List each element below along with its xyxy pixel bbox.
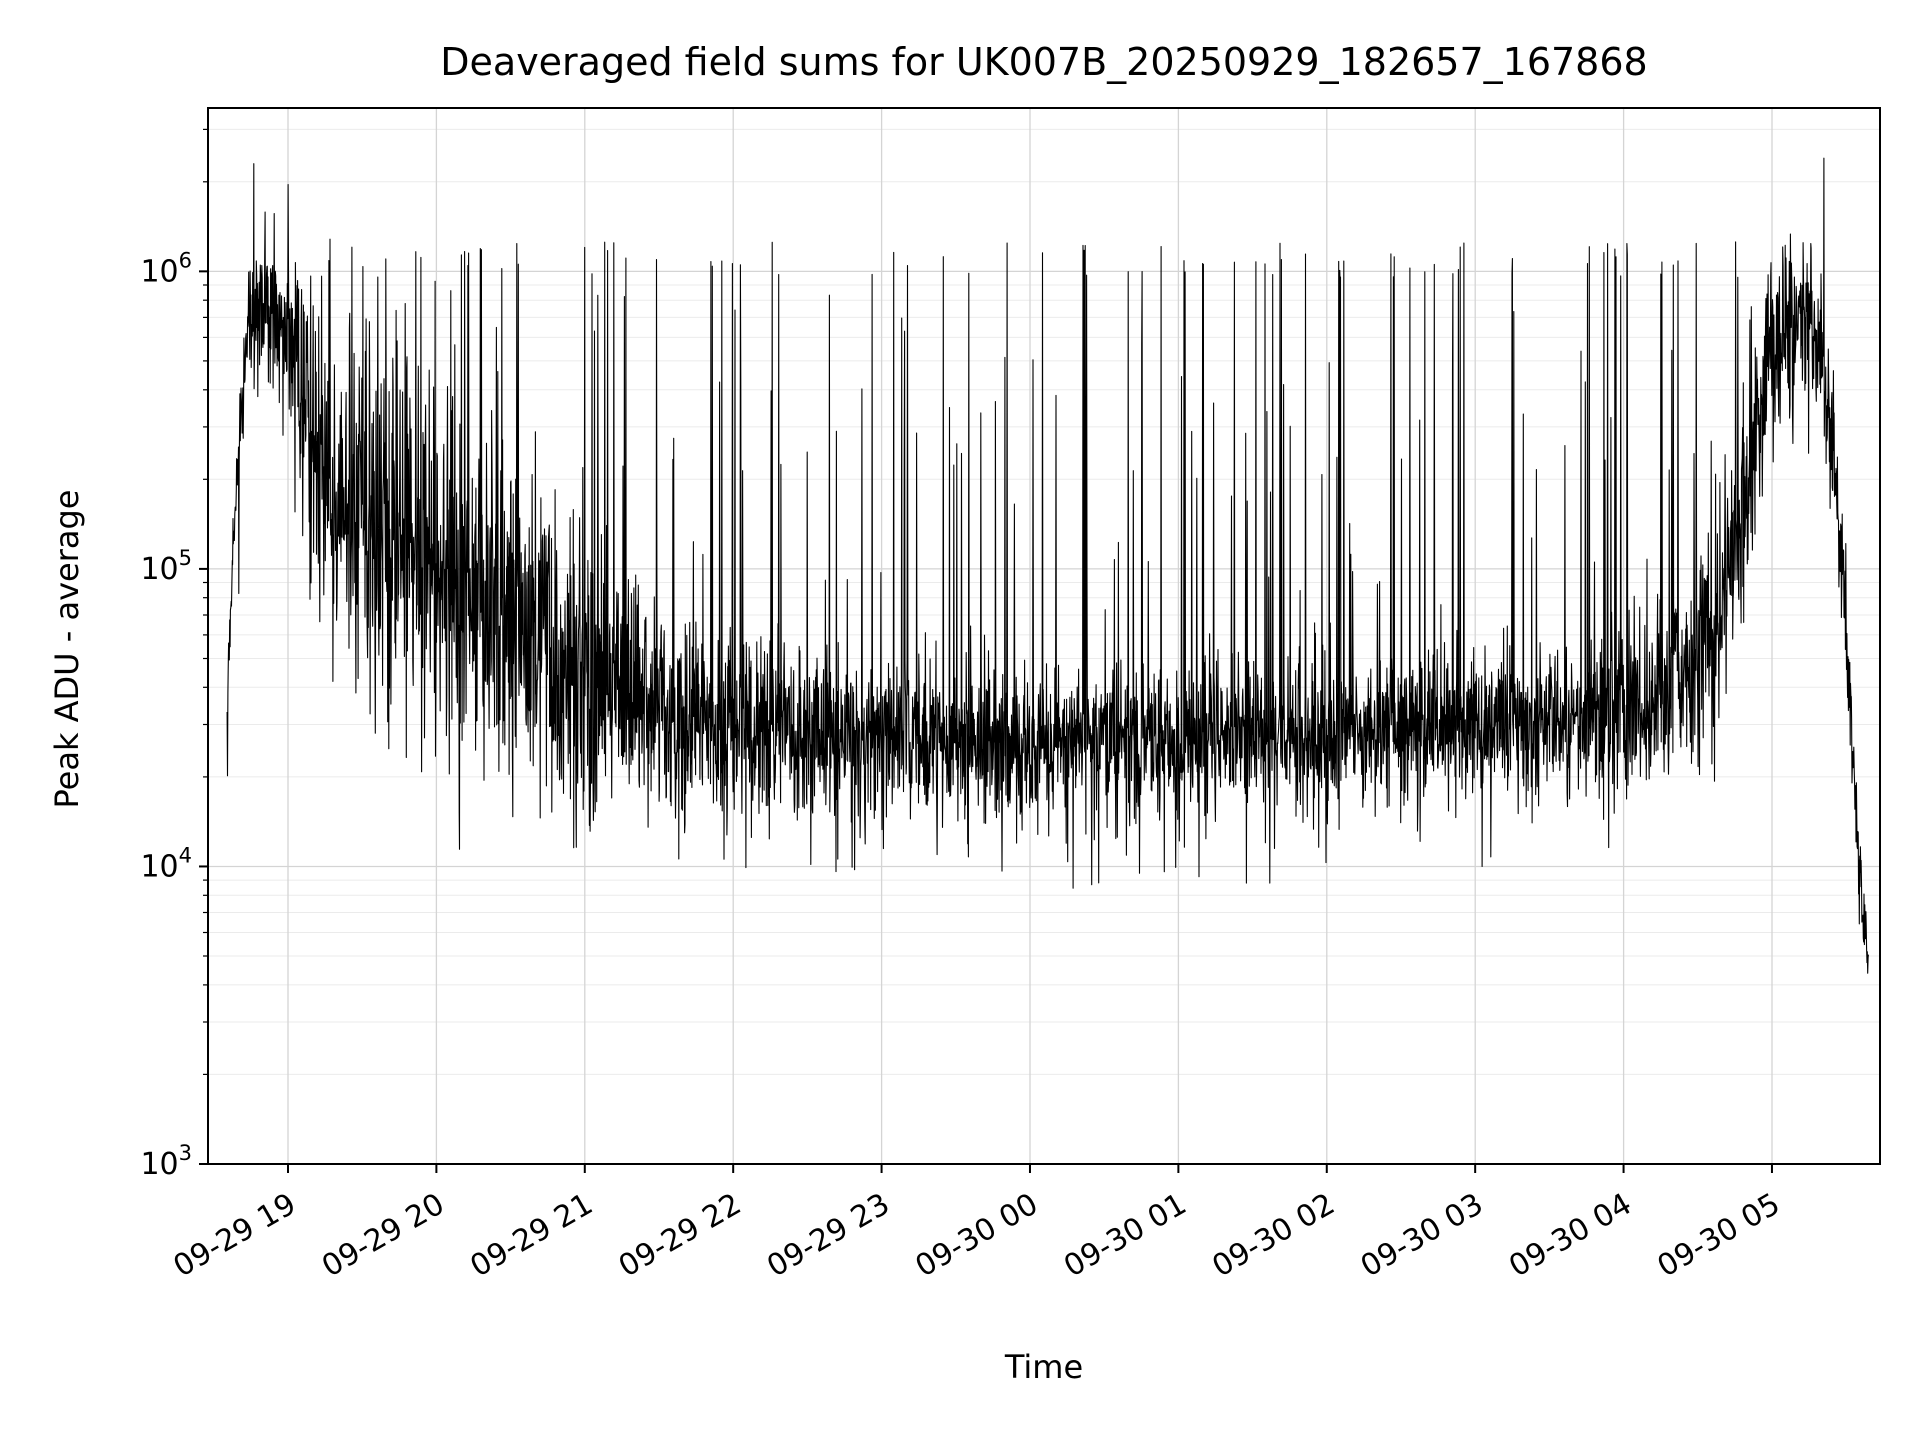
axes-frame <box>207 107 1881 1165</box>
x-tick-label: 09-29 23 <box>761 1187 895 1285</box>
x-tick-label: 09-30 02 <box>1206 1187 1340 1285</box>
x-tick-label: 09-30 04 <box>1503 1187 1637 1285</box>
data-line <box>226 157 1869 974</box>
x-tick-label: 09-29 19 <box>168 1187 302 1285</box>
y-tick-label: 106 <box>140 248 192 289</box>
x-tick-label: 09-30 01 <box>1058 1187 1192 1285</box>
y-tick-label: 103 <box>140 1141 192 1182</box>
x-tick-label: 09-29 21 <box>464 1187 598 1285</box>
y-tick-label: 105 <box>140 546 192 587</box>
x-tick-label: 09-30 03 <box>1355 1187 1489 1285</box>
x-tick-label: 09-29 22 <box>613 1187 747 1285</box>
y-axis-label: Peak ADU - average <box>48 489 86 809</box>
x-tick-label: 09-30 00 <box>910 1187 1044 1285</box>
chart-title: Deaveraged field sums for UK007B_2025092… <box>440 40 1648 84</box>
x-tick-label: 09-30 05 <box>1652 1187 1786 1285</box>
x-tick-label: 09-29 20 <box>316 1187 450 1285</box>
x-axis-label: Time <box>1004 1348 1084 1386</box>
y-tick-label: 104 <box>140 844 192 885</box>
